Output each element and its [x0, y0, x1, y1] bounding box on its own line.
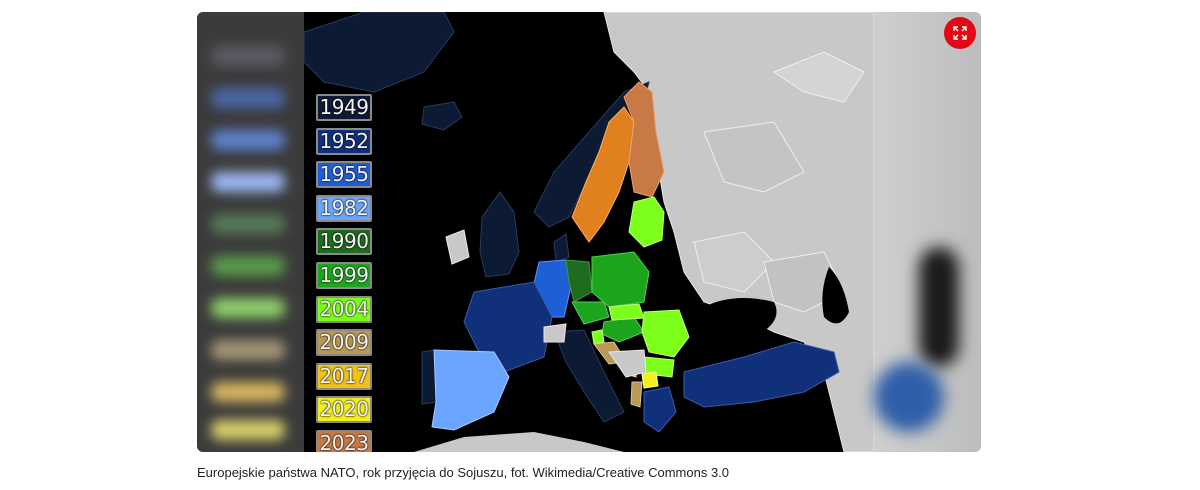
legend-item-1999: 1999 [316, 261, 372, 289]
blurred-swatch [211, 214, 285, 234]
blurred-swatch [211, 340, 285, 360]
legend-item-1990: 1990 [316, 228, 372, 256]
blurred-swatch [211, 256, 285, 276]
legend-item-2017: 2017 [316, 362, 372, 390]
blurred-shape [919, 247, 959, 367]
legend-item-2023: 2023 [316, 429, 372, 452]
legend-item-1955: 1955 [316, 161, 372, 189]
legend: 1949 1952 1955 1982 1990 1999 2004 2009 … [316, 94, 374, 452]
blurred-swatch [211, 46, 285, 66]
legend-item-2004: 2004 [316, 295, 372, 323]
legend-item-1982: 1982 [316, 194, 372, 222]
legend-item-2020: 2020 [316, 396, 372, 424]
blurred-swatch [211, 172, 285, 192]
nato-map: 1949 1952 1955 1982 1990 1999 2004 2009 … [304, 12, 874, 452]
legend-item-1949: 1949 [316, 94, 372, 121]
blurred-swatch [211, 382, 285, 402]
expand-button[interactable] [944, 17, 976, 49]
image-caption: Europejskie państwa NATO, rok przyjęcia … [197, 465, 730, 480]
blurred-swatch [211, 420, 285, 440]
blurred-swatch [211, 88, 285, 108]
legend-item-1952: 1952 [316, 127, 372, 155]
expand-icon [953, 26, 967, 40]
blurred-swatch [211, 298, 285, 318]
blurred-shape [874, 362, 944, 432]
blurred-background-left [197, 12, 304, 452]
legend-item-2009: 2009 [316, 329, 372, 357]
europe-map-graphic [304, 12, 874, 452]
image-figure[interactable]: 1949 1952 1955 1982 1990 1999 2004 2009 … [197, 12, 981, 452]
blurred-background-right [874, 12, 981, 452]
blurred-swatch [211, 130, 285, 150]
